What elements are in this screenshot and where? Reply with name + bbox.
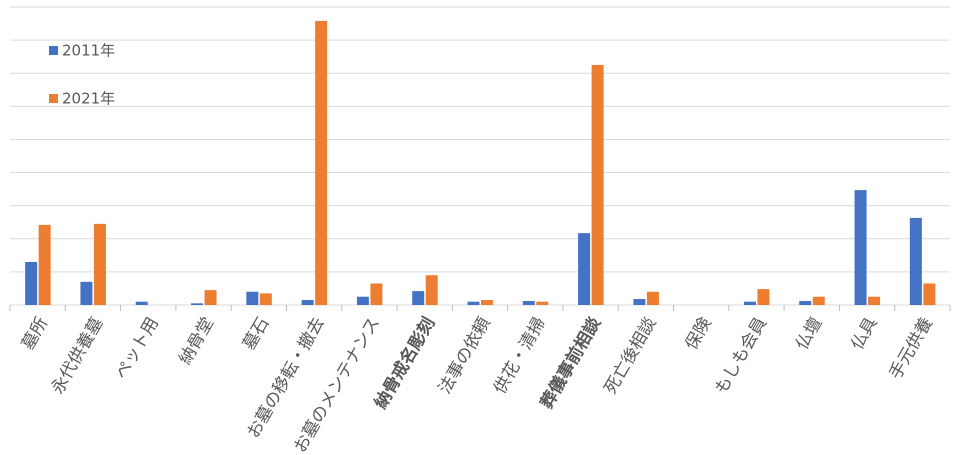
bar	[467, 301, 480, 305]
bar	[646, 291, 659, 305]
bar	[633, 299, 646, 305]
bar	[799, 301, 812, 305]
bar	[412, 291, 425, 305]
bar	[757, 289, 770, 305]
bar	[812, 296, 825, 305]
bar	[591, 64, 604, 305]
bar	[909, 217, 922, 305]
bar	[522, 301, 535, 305]
bar	[80, 281, 93, 305]
x-tick-label: 仏壇	[792, 314, 826, 353]
bar	[25, 261, 38, 305]
bar	[854, 190, 867, 305]
x-tick-label: もしも会員	[711, 314, 771, 398]
x-tick-label: 法事の依頼	[435, 314, 495, 398]
x-tick-label: 仏具	[847, 314, 881, 353]
bar	[578, 233, 591, 305]
bar	[356, 296, 369, 305]
bar	[743, 301, 756, 305]
x-tick-label: 墓所	[18, 314, 52, 353]
bar	[536, 301, 549, 305]
bar	[259, 293, 272, 305]
bar	[204, 290, 217, 305]
bar	[93, 223, 106, 305]
legend-swatch	[49, 46, 58, 55]
x-tick-label: 供花・清掃	[490, 314, 550, 398]
bar	[246, 291, 259, 305]
bar	[370, 283, 383, 305]
legend-label: 2021年	[62, 90, 115, 108]
bar	[301, 300, 314, 305]
legend-label: 2011年	[62, 42, 115, 60]
x-tick-label: 永代供養墓	[48, 314, 108, 398]
x-tick-label: 保険	[682, 314, 716, 353]
x-tick-label: 死亡後相談	[601, 314, 661, 398]
x-tick-label: ペット用	[112, 314, 163, 383]
bar	[135, 301, 148, 305]
bar	[425, 275, 438, 305]
bar	[315, 20, 328, 305]
bar	[38, 224, 51, 305]
legend-swatch	[49, 94, 58, 103]
x-tick-label: 手元供養	[886, 314, 937, 383]
bar	[481, 300, 493, 305]
bar	[868, 296, 881, 305]
bar	[191, 303, 204, 305]
bar	[923, 283, 936, 305]
x-tick-label: 墓石	[239, 314, 273, 353]
x-tick-label: 納骨堂	[175, 314, 218, 368]
